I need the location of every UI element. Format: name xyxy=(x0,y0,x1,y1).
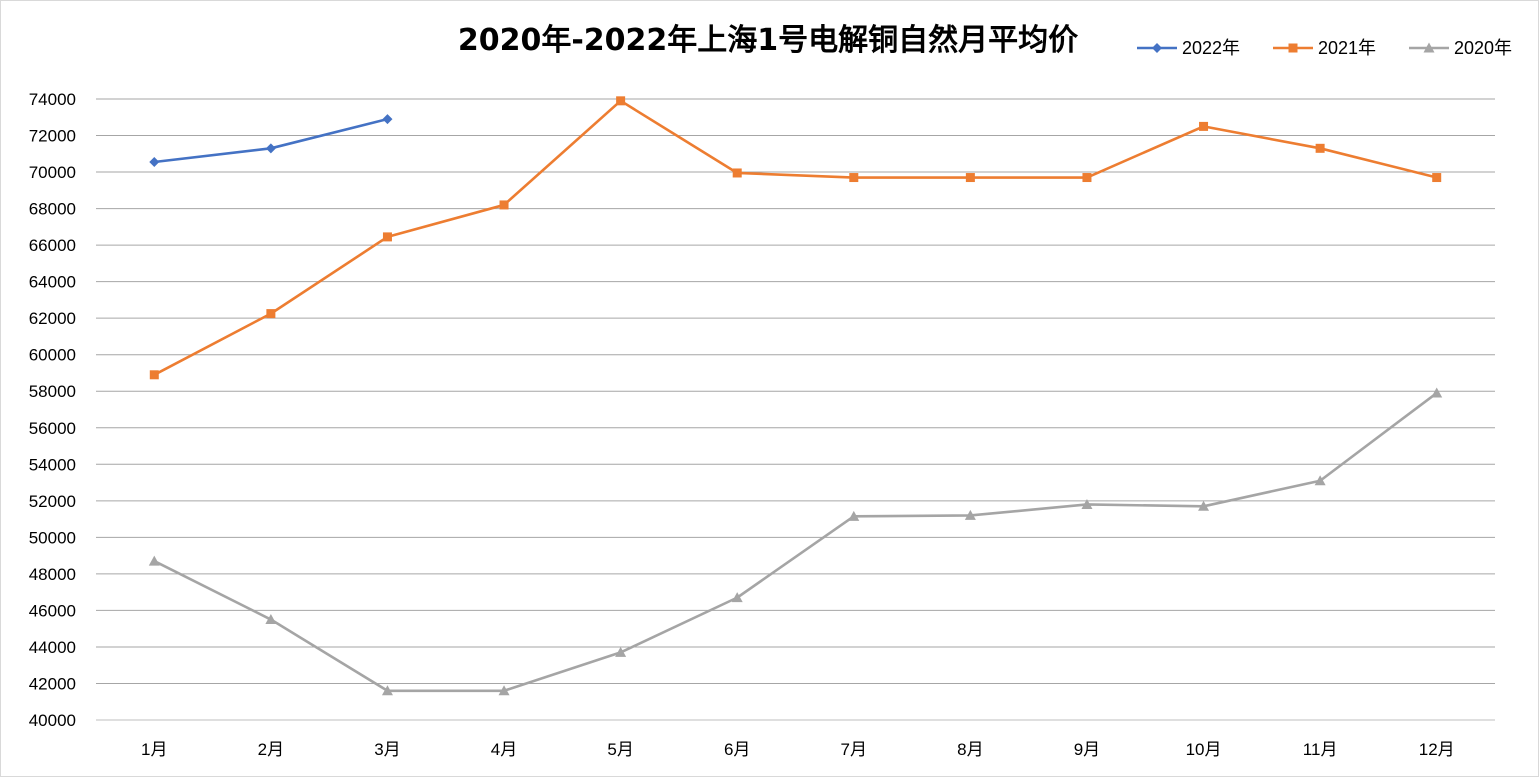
data-point xyxy=(1081,498,1093,509)
series-2022年 xyxy=(149,114,393,168)
data-point xyxy=(616,96,626,106)
y-tick-label: 58000 xyxy=(29,382,76,401)
y-tick-label: 68000 xyxy=(29,200,76,219)
data-point xyxy=(848,510,860,521)
legend-marker xyxy=(1423,42,1435,53)
y-tick-label: 56000 xyxy=(29,419,76,438)
data-point xyxy=(148,555,160,566)
series-2021年 xyxy=(149,96,1442,380)
data-point xyxy=(1082,173,1092,183)
x-tick-label: 6月 xyxy=(724,740,750,759)
data-point xyxy=(382,114,393,125)
x-tick-label: 8月 xyxy=(957,740,983,759)
data-point xyxy=(149,370,159,380)
gridlines xyxy=(96,98,1495,721)
y-tick-label: 74000 xyxy=(29,90,76,109)
series-2020年 xyxy=(148,387,1443,696)
y-tick-label: 70000 xyxy=(29,163,76,182)
data-point xyxy=(1199,121,1209,131)
data-point xyxy=(1198,500,1210,511)
legend-marker xyxy=(1288,43,1298,53)
y-tick-label: 48000 xyxy=(29,565,76,584)
x-tick-label: 5月 xyxy=(607,740,633,759)
data-point xyxy=(849,173,859,183)
x-tick-label: 11月 xyxy=(1303,740,1338,759)
data-point xyxy=(1431,387,1443,398)
y-tick-label: 60000 xyxy=(29,346,76,365)
data-point xyxy=(732,168,742,178)
series-line xyxy=(153,99,1438,376)
legend-label: 2021年 xyxy=(1318,38,1376,58)
y-tick-label: 46000 xyxy=(29,601,76,620)
data-point xyxy=(266,309,276,319)
data-point xyxy=(615,646,627,657)
x-tick-label: 2月 xyxy=(258,740,284,759)
legend-entry: 2021年 xyxy=(1273,38,1376,58)
data-point xyxy=(149,157,160,168)
y-tick-label: 44000 xyxy=(29,638,76,657)
y-tick-label: 42000 xyxy=(29,674,76,693)
chart-title: 2020年-2022年上海1号电解铜自然月平均价 xyxy=(458,23,1078,58)
series-line xyxy=(154,117,388,164)
data-point xyxy=(265,143,276,154)
data-point xyxy=(381,685,393,696)
y-tick-label: 52000 xyxy=(29,492,76,511)
data-point xyxy=(1314,475,1326,486)
y-tick-label: 62000 xyxy=(29,309,76,328)
y-tick-label: 72000 xyxy=(29,127,76,146)
y-tick-label: 54000 xyxy=(29,455,76,474)
x-tick-label: 1月 xyxy=(141,740,167,759)
x-tick-label: 3月 xyxy=(374,740,400,759)
x-tick-label: 10月 xyxy=(1186,740,1222,759)
legend-marker xyxy=(1152,43,1162,53)
data-point xyxy=(265,614,277,625)
legend-label: 2020年 xyxy=(1454,38,1512,58)
y-axis-ticks: 40000 42000 44000 46000 48000 50000 52000 54000… xyxy=(29,90,76,730)
x-axis-ticks: 1月 2月 3月 4月 5月 6月 7月 8月 9月 10月 11月 12月 xyxy=(141,740,1455,759)
x-tick-label: 12月 xyxy=(1419,740,1455,759)
y-tick-label: 66000 xyxy=(29,236,76,255)
data-point xyxy=(731,592,743,603)
legend-label: 2022年 xyxy=(1182,38,1240,58)
legend: 2022年 2021年 2020年 xyxy=(1137,38,1512,58)
data-point xyxy=(382,232,392,242)
legend-entry: 2022年 xyxy=(1137,38,1240,58)
data-point xyxy=(1432,173,1442,183)
x-tick-label: 4月 xyxy=(491,740,517,759)
y-tick-label: 64000 xyxy=(29,273,76,292)
data-point xyxy=(498,685,510,696)
x-tick-label: 9月 xyxy=(1074,740,1100,759)
data-point xyxy=(964,509,976,520)
x-tick-label: 7月 xyxy=(841,740,867,759)
series-lines xyxy=(148,96,1443,696)
data-point xyxy=(499,200,509,210)
series-line xyxy=(153,392,1438,693)
y-tick-label: 50000 xyxy=(29,528,76,547)
y-tick-label: 40000 xyxy=(29,711,76,730)
data-point xyxy=(1315,143,1325,153)
data-point xyxy=(965,173,975,183)
legend-entry: 2020年 xyxy=(1409,38,1512,58)
